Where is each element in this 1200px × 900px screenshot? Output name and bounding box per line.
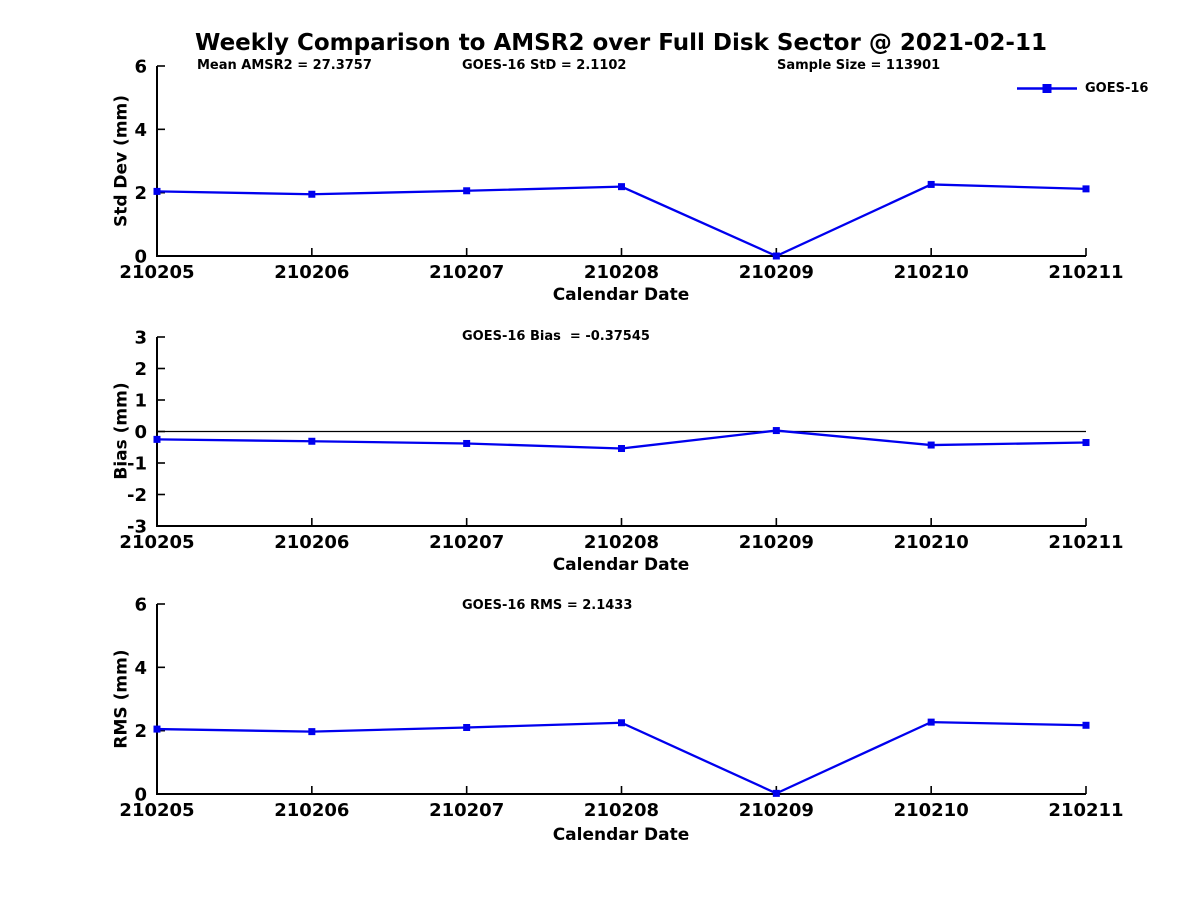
- rms-x-tick-label: 210208: [584, 800, 659, 821]
- rms-data-point-marker: [463, 724, 471, 731]
- bias-y-tick-label: -2: [127, 485, 147, 506]
- rms-data-point-marker: [772, 789, 780, 797]
- std-dev-data-point-marker: [308, 190, 316, 198]
- std-dev-x-tick-label: 210210: [894, 262, 969, 283]
- std-dev-x-tick-label: 210207: [429, 262, 504, 283]
- rms-x-tick-label: 210206: [274, 800, 349, 821]
- std-dev-x-tick-label: 210211: [1048, 262, 1123, 283]
- rms-data-point-marker: [927, 718, 935, 726]
- rms-x-tick-label: 210210: [894, 800, 969, 821]
- std-dev-data-point-marker: [927, 180, 935, 188]
- rms-x-tick-label: 210211: [1048, 800, 1123, 821]
- std-dev-data-point-marker: [772, 252, 780, 260]
- annotation-goes16-bias: GOES-16 Bias = -0.37545: [462, 329, 650, 344]
- figure-title: Weekly Comparison to AMSR2 over Full Dis…: [195, 30, 1047, 56]
- bias-data-point-marker: [1082, 439, 1090, 447]
- bias-y-tick-label: 2: [134, 359, 147, 380]
- rms-x-tick-label: 210209: [739, 800, 814, 821]
- bias-y-tick-label: 1: [134, 391, 147, 412]
- rms-x-tick-label: 210207: [429, 800, 504, 821]
- rms-y-tick-label: 6: [134, 595, 147, 616]
- std-dev-x-tick-label: 210209: [739, 262, 814, 283]
- rms-y-tick-label: 2: [134, 721, 147, 742]
- bias-data-point-marker: [153, 435, 161, 443]
- bias-data-point-marker: [927, 441, 935, 449]
- std-dev-x-tick-label: 210206: [274, 262, 349, 283]
- annotation-mean-amsr2: Mean AMSR2 = 27.3757: [197, 58, 372, 73]
- std-dev-data-point-marker: [153, 187, 161, 195]
- bias-x-tick-label: 210210: [894, 532, 969, 553]
- std-dev-data-point-marker: [1082, 185, 1090, 193]
- bias-data-point-marker: [618, 445, 625, 453]
- std-dev-data-point-marker: [618, 183, 625, 191]
- bias-x-tick-label: 210209: [739, 532, 814, 553]
- std-dev-series-line: [156, 183, 1087, 258]
- legend-square-marker-icon: [1042, 84, 1052, 93]
- rms-y-tick-label: 0: [134, 785, 147, 806]
- std-dev-x-tick-label: 210208: [584, 262, 659, 283]
- bias-y-tick-label: 3: [134, 328, 147, 349]
- std-dev-y-tick-label: 4: [134, 120, 147, 141]
- annotation-goes16-std: GOES-16 StD = 2.1102: [462, 58, 627, 73]
- std-dev-y-tick-label: 2: [134, 183, 147, 204]
- legend-marker-swatch: [1017, 84, 1077, 93]
- bias-x-tick-label: 210205: [119, 532, 194, 553]
- bias-x-tick-label: 210207: [429, 532, 504, 553]
- std-dev-data-point-marker: [463, 187, 471, 195]
- xaxis-title-rms: Calendar Date: [552, 825, 690, 845]
- rms-data-point-marker: [1082, 721, 1090, 729]
- rms-y-tick-label: 4: [134, 658, 147, 679]
- bias-x-tick-label: 210208: [584, 532, 659, 553]
- rms-series-line: [156, 720, 1087, 795]
- bias-data-point-marker: [772, 427, 780, 435]
- std-dev-y-tick-label: 6: [134, 57, 147, 78]
- std-dev-y-tick-label: 0: [134, 247, 147, 268]
- bias-y-tick-label: -3: [127, 517, 147, 538]
- rms-axes: [156, 604, 1086, 795]
- legend-label: GOES-16: [1085, 81, 1149, 96]
- bias-x-tick-label: 210211: [1048, 532, 1123, 553]
- annotation-sample-size: Sample Size = 113901: [777, 58, 941, 73]
- bias-data-point-marker: [463, 439, 471, 447]
- xaxis-title-bias: Calendar Date: [552, 555, 690, 575]
- rms-data-point-marker: [308, 728, 316, 736]
- rms-data-point-marker: [153, 725, 161, 733]
- rms-x-tick-label: 210205: [119, 800, 194, 821]
- bias-data-point-marker: [308, 437, 316, 445]
- bias-y-tick-label: -1: [127, 454, 147, 475]
- std-dev-axes: [156, 66, 1086, 257]
- rms-data-point-marker: [618, 719, 625, 727]
- bias-x-tick-label: 210206: [274, 532, 349, 553]
- std-dev-x-tick-label: 210205: [119, 262, 194, 283]
- bias-y-tick-label: 0: [134, 422, 147, 443]
- xaxis-title-std-dev: Calendar Date: [552, 285, 690, 305]
- annotation-goes16-rms: GOES-16 RMS = 2.1433: [462, 598, 633, 613]
- legend: GOES-16: [1016, 82, 1148, 95]
